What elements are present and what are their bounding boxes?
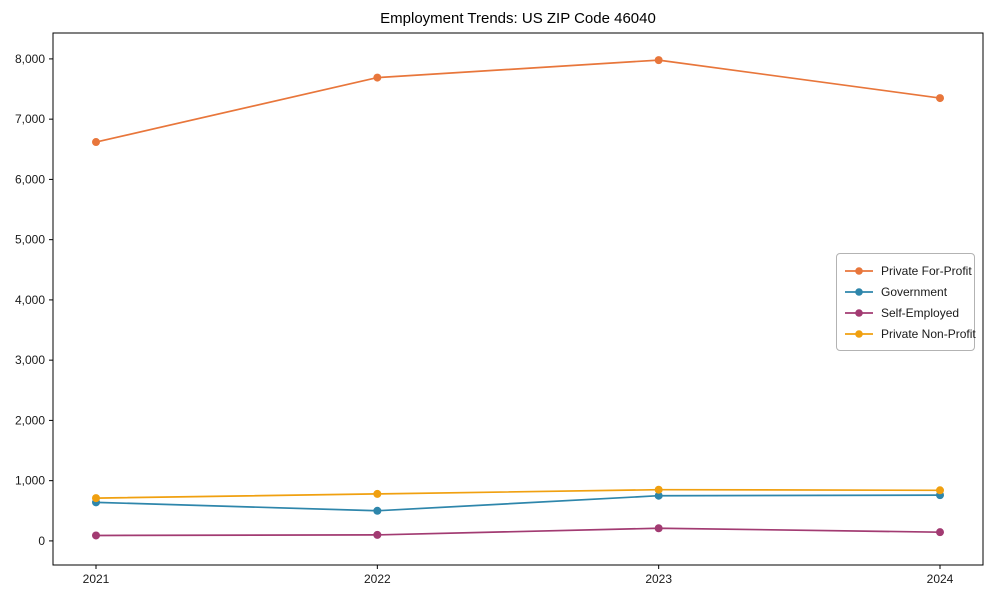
line-series-private-non-profit — [95, 488, 941, 499]
legend-marker-icon — [845, 308, 873, 317]
chart-title: Employment Trends: US ZIP Code 46040 — [380, 10, 656, 27]
plot-frame — [52, 32, 984, 566]
y-tick-label: 5,000 — [15, 233, 45, 247]
data-point-government-2022 — [373, 506, 382, 515]
line-series-self-employed — [95, 527, 941, 537]
legend-item-label: Private For-Profit — [881, 263, 972, 278]
data-point-private-for-profit-2024 — [936, 94, 944, 103]
y-tick-label: 8,000 — [15, 52, 45, 66]
data-point-self-employed-2024 — [936, 528, 944, 537]
y-tick-label: 0 — [38, 534, 45, 548]
y-tick-label: 6,000 — [15, 172, 45, 186]
data-point-private-non-profit-2022 — [373, 489, 382, 498]
legend-marker-icon — [845, 266, 873, 275]
data-point-private-non-profit-2021 — [92, 494, 100, 503]
x-tick-label: 2022 — [364, 572, 391, 586]
data-point-self-employed-2022 — [373, 530, 382, 539]
x-tick-label: 2021 — [83, 572, 110, 586]
y-tick-label: 2,000 — [15, 413, 45, 427]
y-tick-label: 7,000 — [15, 112, 45, 126]
data-point-private-non-profit-2023 — [654, 485, 663, 494]
line-series-government — [95, 494, 941, 512]
legend: Private For-Profit Government Self-Employe… — [836, 253, 976, 351]
line-series-private-for-profit — [95, 59, 941, 143]
y-tick-label: 1,000 — [15, 474, 45, 488]
y-tick-label: 4,000 — [15, 293, 45, 307]
data-point-government-2023 — [654, 491, 663, 500]
data-point-private-non-profit-2024 — [936, 486, 944, 495]
x-tick-label: 2023 — [645, 572, 672, 586]
legend-marker-icon — [845, 329, 873, 338]
legend-item-government: Government — [844, 281, 967, 302]
legend-item-label: Private Non-Profit — [881, 326, 976, 341]
legend-item-private-non-profit: Private Non-Profit — [844, 323, 976, 344]
data-point-self-employed-2021 — [92, 531, 100, 540]
data-point-self-employed-2023 — [654, 524, 663, 533]
x-tick-label: 2024 — [927, 572, 954, 586]
data-point-private-for-profit-2021 — [92, 138, 100, 147]
legend-item-label: Government — [881, 284, 948, 299]
legend-item-private-for-profit: Private For-Profit — [844, 260, 972, 281]
legend-item-label: Self-Employed — [881, 305, 960, 320]
legend-marker-icon — [845, 287, 873, 296]
data-point-private-for-profit-2023 — [654, 56, 663, 65]
data-point-private-for-profit-2022 — [373, 73, 382, 82]
legend-item-self-employed: Self-Employed — [844, 302, 967, 323]
y-tick-label: 3,000 — [15, 353, 45, 367]
